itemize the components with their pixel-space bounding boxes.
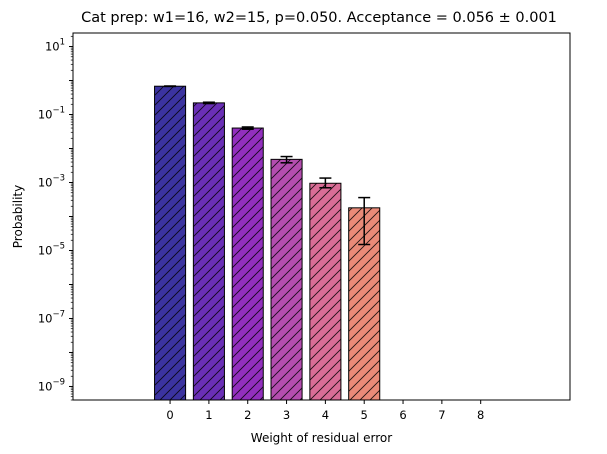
chart-title: Cat prep: w1=16, w2=15, p=0.050. Accepta… (81, 10, 557, 26)
y-tick-label: 101 (45, 38, 65, 54)
x-tick-label: 3 (283, 408, 290, 422)
y-tick-label: 10−5 (38, 241, 65, 257)
error-bars-group (164, 85, 371, 246)
y-axis-ticks: 10−9 10−7 10−5 10−3 10−1 101 (38, 35, 73, 401)
y-axis-label: Probability (11, 185, 25, 248)
bar-hatch-2 (232, 128, 264, 400)
y-tick-label: 10−9 (38, 377, 65, 393)
bars-group (154, 85, 381, 401)
plot-frame (72, 32, 571, 401)
x-axis-label: Weight of residual error (251, 431, 392, 445)
x-tick-label: 2 (244, 408, 251, 422)
y-tick-label: 10−1 (38, 106, 65, 122)
y-tick-label: 10−3 (38, 174, 65, 190)
x-tick-label: 0 (166, 408, 173, 422)
x-tick-label: 6 (399, 408, 406, 422)
bar-hatch-0 (154, 86, 186, 400)
x-tick-label: 8 (477, 408, 484, 422)
x-tick-label: 7 (438, 408, 445, 422)
x-tick-label: 1 (205, 408, 212, 422)
x-tick-label: 4 (322, 408, 329, 422)
x-axis-ticks: 0 1 2 3 4 5 6 7 8 (166, 400, 484, 422)
y-tick-label: 10−7 (38, 309, 65, 325)
x-tick-label: 5 (361, 408, 368, 422)
bar-hatch-4 (309, 183, 341, 400)
bar-hatch-3 (271, 159, 303, 400)
bar-hatch-1 (193, 102, 225, 400)
